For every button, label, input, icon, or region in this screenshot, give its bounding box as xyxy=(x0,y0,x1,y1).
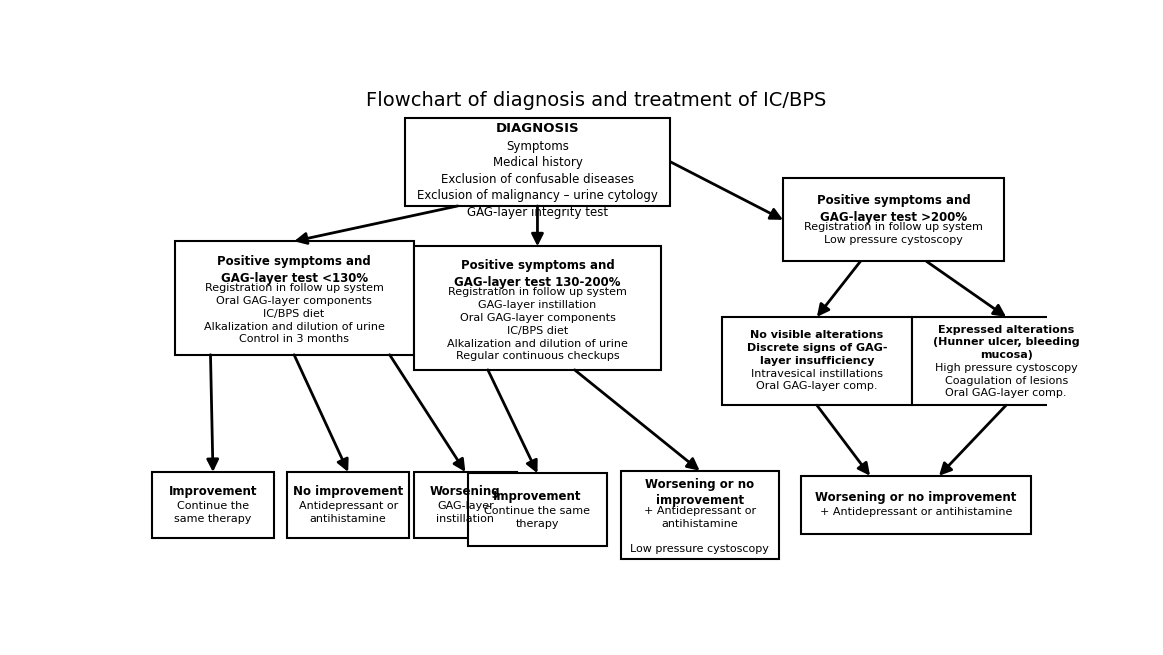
Text: Expressed alterations
(Hunner ulcer, bleeding
mucosa): Expressed alterations (Hunner ulcer, ble… xyxy=(933,325,1079,360)
Text: Worsening or no
improvement: Worsening or no improvement xyxy=(645,477,755,507)
Bar xyxy=(414,246,662,370)
Text: + Antidepressant or
antihistamine

Low pressure cystoscopy: + Antidepressant or antihistamine Low pr… xyxy=(630,506,769,554)
Text: Registration in follow up system
Oral GAG-layer components
IC/BPS diet
Alkalizat: Registration in follow up system Oral GA… xyxy=(204,283,385,345)
Text: Symptoms
Medical history
Exclusion of confusable diseases
Exclusion of malignanc: Symptoms Medical history Exclusion of co… xyxy=(418,140,658,219)
Bar xyxy=(621,471,778,559)
Bar xyxy=(722,317,912,405)
Text: Intravesical instillations
Oral GAG-layer comp.: Intravesical instillations Oral GAG-laye… xyxy=(751,369,883,391)
Text: No visible alterations
Discrete signs of GAG-
layer insufficiency: No visible alterations Discrete signs of… xyxy=(747,331,887,366)
Text: Registration in follow up system
GAG-layer instillation
Oral GAG-layer component: Registration in follow up system GAG-lay… xyxy=(447,288,628,362)
Bar xyxy=(783,178,1004,261)
Text: Antidepressant or
antihistamine: Antidepressant or antihistamine xyxy=(299,501,398,524)
Bar xyxy=(152,472,273,538)
Text: Improvement: Improvement xyxy=(493,491,582,504)
Bar xyxy=(405,118,670,206)
Text: Worsening: Worsening xyxy=(430,485,500,498)
Text: No improvement: No improvement xyxy=(293,485,404,498)
Bar xyxy=(801,476,1030,534)
Bar xyxy=(468,474,607,546)
Bar xyxy=(287,472,409,538)
Text: Improvement: Improvement xyxy=(169,485,257,498)
Text: Positive symptoms and
GAG-layer test 130-200%: Positive symptoms and GAG-layer test 130… xyxy=(455,259,621,289)
Bar xyxy=(912,317,1101,405)
Text: Worsening or no improvement: Worsening or no improvement xyxy=(815,491,1016,504)
Bar xyxy=(414,472,518,538)
Text: Flowchart of diagnosis and treatment of IC/BPS: Flowchart of diagnosis and treatment of … xyxy=(366,91,826,110)
Text: + Antidepressant or antihistamine: + Antidepressant or antihistamine xyxy=(820,507,1012,517)
Text: Continue the same
therapy: Continue the same therapy xyxy=(485,506,591,529)
Text: Positive symptoms and
GAG-layer test <130%: Positive symptoms and GAG-layer test <13… xyxy=(217,255,371,285)
Text: Registration in follow up system
Low pressure cystoscopy: Registration in follow up system Low pre… xyxy=(804,222,983,245)
Text: Continue the
same therapy: Continue the same therapy xyxy=(174,501,251,524)
Text: Positive symptoms and
GAG-layer test >200%: Positive symptoms and GAG-layer test >20… xyxy=(816,195,970,224)
Text: DIAGNOSIS: DIAGNOSIS xyxy=(495,122,579,136)
Text: GAG-layer
instillation: GAG-layer instillation xyxy=(436,501,494,524)
Text: High pressure cystoscopy
Coagulation of lesions
Oral GAG-layer comp.: High pressure cystoscopy Coagulation of … xyxy=(935,363,1077,398)
Bar xyxy=(174,241,414,355)
